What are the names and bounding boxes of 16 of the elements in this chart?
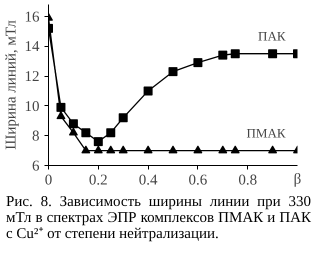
- y-tick-label: 6: [32, 158, 40, 174]
- y-tick-label: 8: [32, 128, 40, 145]
- y-axis-title: Ширина линий, мТл: [4, 20, 20, 150]
- x-tick-label: 0: [44, 172, 52, 188]
- x-axis-title: β: [294, 172, 302, 188]
- series-label: ПМАК: [246, 126, 286, 141]
- x-tick-label: 0.4: [138, 172, 158, 188]
- y-tick-label: 12: [24, 69, 40, 86]
- y-tick-label: 10: [24, 98, 40, 115]
- x-tick-label: 0.8: [238, 172, 258, 188]
- y-tick-label: 14: [24, 39, 40, 56]
- x-tick-label: 0.2: [88, 172, 108, 188]
- y-tick-label: 16: [24, 9, 40, 26]
- text: Рис. 8. Зависимость ширины линии при 330 мТл в спектрах ЭПР комплексов ПМАК и ПАК с Cu²⁺ от степени нейтрализации.: [6, 194, 311, 242]
- x-tick-label: 0.6: [188, 172, 208, 188]
- series-label: ПАК: [258, 28, 286, 44]
